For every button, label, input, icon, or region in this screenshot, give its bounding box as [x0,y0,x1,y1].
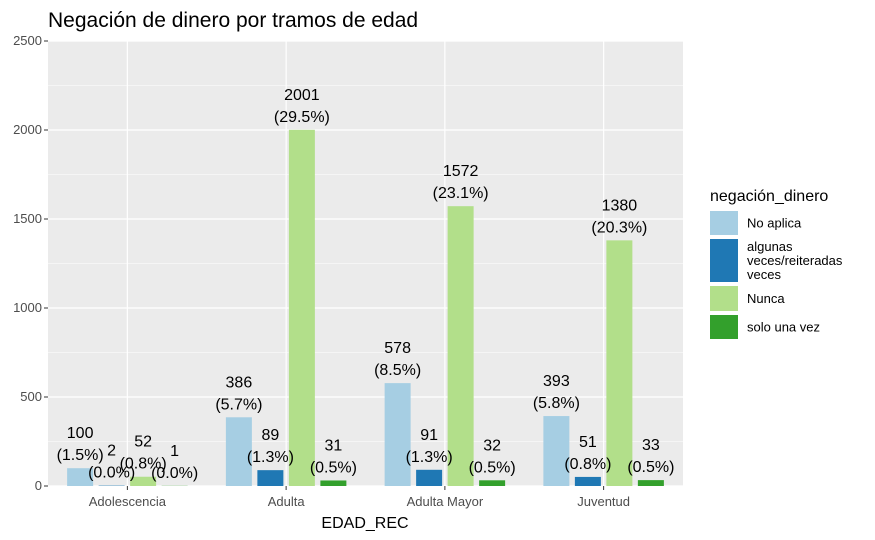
percent-label: (5.7%) [215,396,262,413]
bar [288,129,315,486]
x-tick-label: Adulta [268,494,306,509]
y-tick-label: 2500 [13,33,42,48]
value-label: 393 [543,373,570,390]
x-axis: Adolescencia Adulta Adulta Mayor Juventud [89,486,630,509]
legend-label: veces [747,267,781,282]
bar [130,476,157,486]
percent-label: (0.5%) [469,459,516,476]
value-label: 2001 [284,87,320,104]
legend-key [710,211,738,235]
gridlines [48,40,683,487]
bar [637,480,664,486]
legend-title: negación_dinero [710,188,828,205]
percent-label: (1.5%) [57,447,104,464]
percent-label: (20.3%) [591,219,647,236]
bar [574,476,601,486]
y-tick-label: 500 [20,389,42,404]
y-tick-label: 2000 [13,122,42,137]
value-label: 52 [134,434,152,451]
percent-label: (29.5%) [274,109,330,126]
value-label: 89 [261,427,279,444]
percent-label: (5.8%) [533,395,580,412]
percent-label: (1.3%) [247,449,294,466]
bar [606,240,633,486]
y-axis: 0 500 1000 1500 2000 2500 [13,33,48,493]
legend-key [710,286,738,311]
legend-label: No aplica [747,216,802,231]
value-label: 31 [324,437,342,454]
percent-label: (1.3%) [406,449,453,466]
value-label: 578 [384,340,411,357]
value-label: 33 [642,437,660,454]
percent-label: (23.1%) [433,185,489,202]
value-label: 51 [579,434,597,451]
bars [67,129,664,486]
bar [384,383,411,486]
percent-label: (0.5%) [310,459,357,476]
chart-title: Negación de dinero por tramos de edad [48,9,418,32]
x-tick-label: Adulta Mayor [407,494,484,509]
y-tick-label: 0 [35,478,42,493]
legend-label: solo una vez [747,320,820,335]
value-label: 1572 [443,163,479,180]
value-label: 100 [67,425,94,442]
y-tick-label: 1500 [13,211,42,226]
legend-label: veces/reiteradas [747,253,843,268]
legend-key [710,239,738,282]
bar [479,480,506,486]
x-axis-title: EDAD_REC [321,515,408,532]
value-label: 1380 [602,197,638,214]
percent-label: (0.0%) [151,465,198,482]
legend-label: Nunca [747,291,785,306]
bar [543,416,570,486]
percent-label: (0.0%) [88,465,135,482]
value-label: 32 [483,437,501,454]
bar [320,480,347,486]
percent-label: (0.8%) [120,456,167,473]
legend: negación_dinero No aplica algunasveces/re… [710,188,843,339]
value-label: 91 [420,427,438,444]
percent-label: (0.8%) [564,456,611,473]
bar [67,468,94,486]
data-labels: 100(1.5%) 2(0.0%)52(0.8%)1(0.0%)386(5.7%)… [57,87,675,482]
value-label: 2 [107,443,116,460]
bar [225,417,252,486]
x-tick-label: Juventud [577,494,630,509]
percent-label: (8.5%) [374,362,421,379]
value-label: 1 [170,443,179,460]
percent-label: (0.5%) [627,459,674,476]
bar [416,469,443,486]
legend-label: algunas [747,239,793,254]
bar [447,206,474,486]
value-label: 386 [226,374,253,391]
x-tick-label: Adolescencia [89,494,167,509]
bar [257,470,284,486]
y-tick-label: 1000 [13,300,42,315]
legend-key [710,315,738,339]
